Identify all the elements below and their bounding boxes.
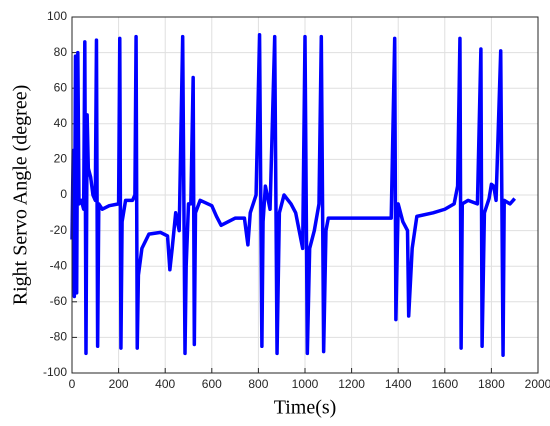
x-axis-label: Time(s) bbox=[274, 397, 337, 419]
x-tick-label: 800 bbox=[248, 377, 268, 391]
y-tick-label: 60 bbox=[54, 80, 68, 94]
y-tick-label: -100 bbox=[43, 365, 67, 379]
data-line bbox=[70, 33, 517, 357]
x-tick-label: 1400 bbox=[385, 377, 412, 391]
y-tick-label: 100 bbox=[47, 9, 67, 23]
x-tick-label: 1800 bbox=[478, 377, 505, 391]
x-tick-label: 600 bbox=[202, 377, 222, 391]
y-tick-label: 0 bbox=[60, 187, 67, 201]
y-tick-label: 80 bbox=[54, 45, 68, 59]
y-tick-label: -40 bbox=[50, 258, 68, 272]
x-tick-label: 1600 bbox=[431, 377, 458, 391]
x-tick-label: 2000 bbox=[525, 377, 550, 391]
y-tick-label: 20 bbox=[54, 152, 68, 166]
y-tick-label: 40 bbox=[54, 116, 68, 130]
x-tick-label: 1000 bbox=[292, 377, 319, 391]
x-tick-label: 1200 bbox=[338, 377, 365, 391]
x-tick-label: 0 bbox=[69, 377, 76, 391]
x-tick-label: 200 bbox=[109, 377, 129, 391]
y-tick-label: -80 bbox=[50, 330, 68, 344]
y-axis-label: Right Servo Angle (degree) bbox=[10, 85, 32, 306]
x-tick-label: 400 bbox=[155, 377, 175, 391]
plot-frame bbox=[71, 16, 539, 374]
y-tick-label: -20 bbox=[50, 223, 68, 237]
y-tick-label: -60 bbox=[50, 294, 68, 308]
